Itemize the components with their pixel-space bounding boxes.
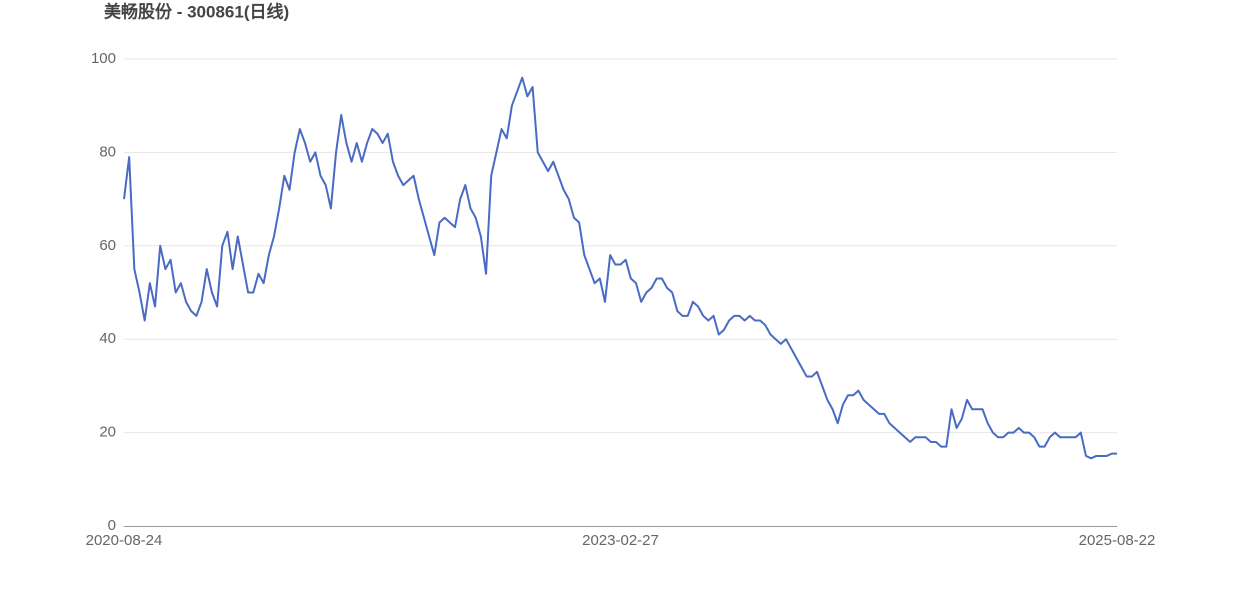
y-tick-label: 20 (99, 424, 116, 441)
y-tick-label: 40 (99, 330, 116, 347)
chart-title: 美畅股份 - 300861(日线) (104, 1, 289, 21)
y-tick-label: 80 (99, 143, 116, 160)
y-tick-label: 60 (99, 237, 116, 254)
price-line (123, 76, 1117, 460)
x-tick-label: 2020-08-24 (86, 532, 163, 549)
x-tick-label: 2025-08-22 (1079, 532, 1156, 549)
y-tick-label: 0 (108, 517, 116, 534)
x-tick-label: 2023-02-27 (582, 532, 659, 549)
y-tick-label: 100 (91, 50, 116, 67)
